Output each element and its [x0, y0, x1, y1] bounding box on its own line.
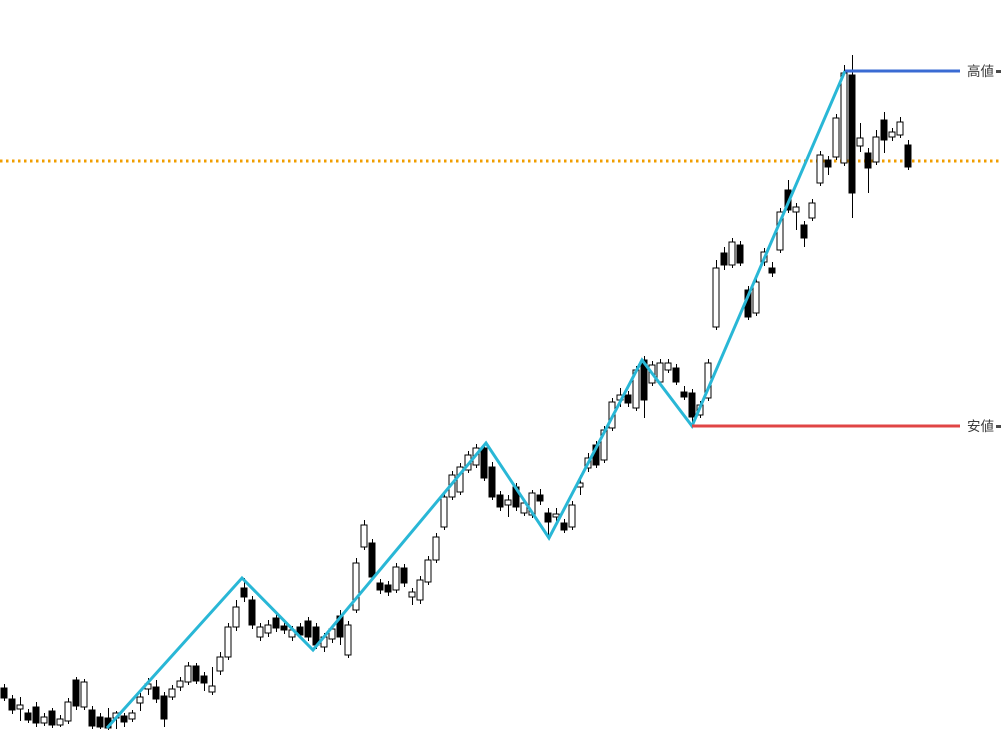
zigzag-trend-line[interactable] — [105, 70, 847, 730]
clipped-label-fragment — [996, 70, 1001, 428]
low-line-label: 安値 — [967, 419, 994, 434]
candlestick-series — [0, 55, 912, 730]
high-line-label: 高値 — [967, 63, 994, 79]
